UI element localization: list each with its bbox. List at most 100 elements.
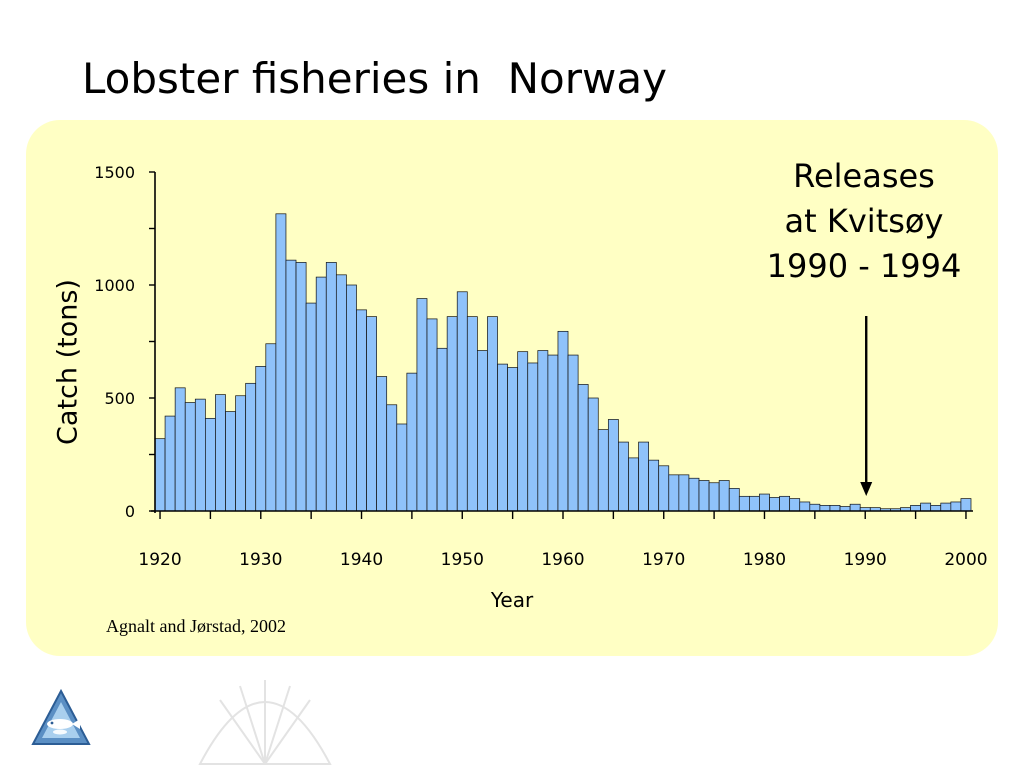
bar-2000: [960, 498, 972, 512]
y-tick-label-1500: 1500: [94, 163, 135, 182]
bar-1999: [950, 501, 962, 512]
bar-1958: [537, 350, 549, 512]
bar-1940: [356, 309, 367, 512]
bar-1945: [406, 372, 418, 512]
bar-1942: [376, 376, 388, 512]
bar-1980: [759, 493, 770, 512]
bar-1948: [436, 347, 448, 512]
bar-1934: [295, 262, 307, 512]
axes-group: [149, 171, 973, 519]
bar-1969: [648, 459, 660, 512]
bar-1962: [577, 384, 589, 512]
bar-1944: [396, 423, 408, 512]
bar-1964: [597, 429, 609, 512]
bar-1921: [164, 415, 176, 512]
x-tick-label-1950: 1950: [441, 550, 484, 570]
bar-1937: [325, 262, 337, 512]
bar-1936: [315, 276, 327, 512]
bars-group: [154, 213, 972, 512]
bar-1973: [688, 477, 700, 512]
bar-1963: [587, 397, 599, 512]
bar-1951: [466, 316, 478, 512]
bar-1998: [940, 502, 952, 512]
bar-1930: [255, 366, 267, 512]
fish-triangle-logo-icon: [31, 688, 91, 745]
y-tick-label-0: 0: [125, 502, 135, 521]
bar-1923: [184, 402, 196, 512]
bar-1950: [456, 291, 468, 512]
bar-1987: [829, 505, 841, 512]
x-tick-label-2000: 2000: [944, 550, 987, 570]
citation: Agnalt and Jørstad, 2002: [106, 616, 286, 636]
x-tick-label-1920: 1920: [138, 550, 181, 570]
x-tick-label-1970: 1970: [642, 550, 685, 570]
bar-1978: [738, 495, 750, 512]
bar-1924: [194, 398, 206, 512]
bar-1927: [225, 411, 236, 512]
bar-1984: [799, 501, 811, 512]
bar-1976: [718, 480, 730, 512]
bar-1920: [154, 438, 166, 512]
bar-1929: [245, 382, 257, 512]
x-tick-label-1990: 1990: [844, 550, 887, 570]
release-annotation: Releases at Kvitsøy 1990 - 1994: [767, 154, 962, 289]
bar-1928: [235, 395, 247, 512]
bar-1925: [205, 417, 216, 512]
bar-1931: [265, 343, 277, 512]
bar-1935: [305, 302, 317, 512]
bar-1939: [346, 284, 357, 512]
bar-1961: [567, 354, 579, 512]
bar-1989: [849, 503, 861, 512]
bar-1949: [446, 316, 458, 512]
release-arrow: [860, 316, 873, 496]
bar-1986: [819, 505, 831, 512]
bar-1955: [507, 367, 519, 512]
bar-1971: [668, 474, 680, 512]
annotation-line-3: 1990 - 1994: [766, 247, 962, 285]
bar-1977: [728, 488, 740, 512]
bar-1996: [920, 502, 932, 512]
bar-1985: [809, 503, 821, 512]
bar-1967: [628, 457, 639, 512]
x-axis-label: Year: [490, 588, 534, 612]
bar-1979: [749, 495, 760, 512]
bar-1952: [477, 350, 488, 512]
slide-title: Lobster fisheries in Norway: [82, 54, 667, 103]
x-tick-label-1960: 1960: [541, 550, 584, 570]
bar-1975: [708, 482, 720, 512]
bar-1960: [557, 330, 569, 512]
bar-1938: [335, 274, 347, 512]
x-tick-label-1980: 1980: [743, 550, 786, 570]
bar-1933: [285, 259, 297, 512]
bar-1982: [779, 495, 791, 512]
x-tick-label-1940: 1940: [340, 550, 383, 570]
bar-1954: [497, 363, 508, 512]
bar-1983: [789, 498, 801, 512]
annotation-line-2: at Kvitsøy: [784, 202, 944, 240]
y-tick-label-500: 500: [104, 389, 135, 408]
bar-1947: [426, 318, 438, 512]
bar-1981: [769, 497, 780, 512]
bar-1946: [416, 298, 428, 512]
shell-watermark: [198, 680, 332, 765]
bar-1965: [607, 419, 619, 512]
bar-1997: [930, 505, 942, 512]
bar-1941: [366, 316, 377, 512]
annotation-line-1: Releases: [793, 157, 935, 195]
y-tick-label-1000: 1000: [94, 276, 135, 295]
bar-1968: [638, 441, 649, 512]
arrow-head: [860, 482, 873, 496]
bar-1932: [275, 213, 287, 512]
bar-1943: [386, 404, 398, 512]
bar-1953: [487, 316, 498, 512]
bar-1966: [618, 441, 629, 512]
bar-1974: [698, 480, 710, 512]
bar-1926: [215, 394, 226, 512]
y-axis-label: Catch (tons): [52, 279, 84, 445]
x-tick-label-1930: 1930: [239, 550, 282, 570]
bar-1972: [678, 474, 690, 512]
tick-labels-group: 0 500 1000 1500 1920 1930 1940 1950 1960 1970 1980…: [94, 163, 987, 570]
bar-1995: [910, 505, 921, 512]
bar-1957: [527, 362, 539, 512]
